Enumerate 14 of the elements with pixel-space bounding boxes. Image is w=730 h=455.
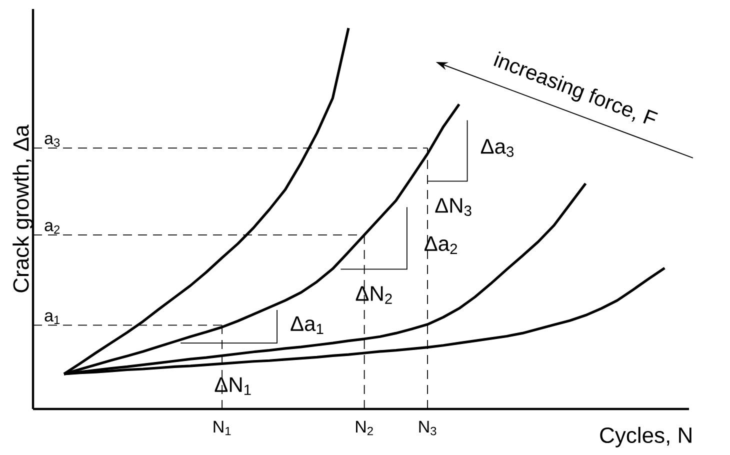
ref-line-label: a$_{1}$: [44, 312, 60, 324]
annotation: ΔN$_{3}$: [435, 198, 472, 216]
annotation: ΔN$_{2}$: [356, 286, 392, 304]
x-tick-label: N$_{2}$: [356, 420, 373, 436]
annotation: Δa$_{2}$: [424, 236, 458, 254]
ref-line-label: a$_{2}$: [44, 222, 60, 234]
annotation: Δa$_{1}$: [290, 316, 324, 334]
annotation: Δa$_{3}$: [480, 139, 514, 157]
ref-line-label: a$_{3}$: [44, 135, 60, 147]
x-tick-label: N$_{1}$: [214, 420, 231, 436]
x-tick-label: N$_{3}$: [419, 420, 436, 436]
annotation: ΔN$_{1}$: [214, 377, 251, 395]
y-axis-title: Crack growth, Δa: [12, 124, 34, 292]
x-axis-title: Cycles, N: [600, 426, 692, 448]
